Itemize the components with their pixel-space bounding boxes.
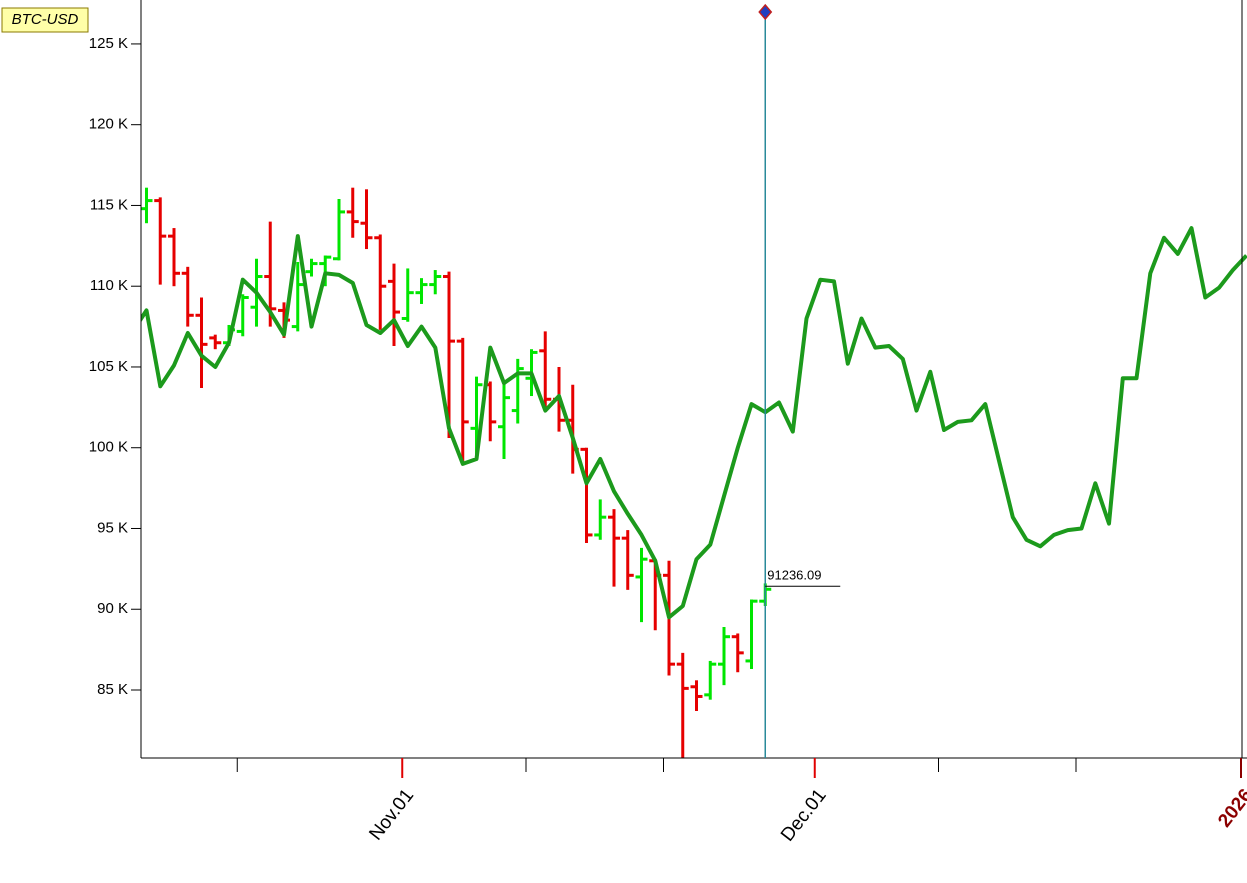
- ohlc-bar: [291, 261, 304, 332]
- close-value-label: 91236.09: [767, 568, 821, 583]
- ohlc-bar: [154, 197, 167, 285]
- ohlc-bar: [195, 297, 208, 388]
- ohlc-bar: [580, 447, 593, 544]
- ohlc-bar: [690, 680, 703, 711]
- y-tick-label: 105 K: [89, 358, 128, 375]
- x-tick-label: 2026: [1214, 785, 1247, 831]
- ohlc-bar: [333, 198, 345, 261]
- ohlc-bar: [360, 189, 373, 250]
- ohlc-bar: [704, 660, 717, 700]
- ohlc-bar: [608, 509, 620, 587]
- ohlc-bar: [498, 383, 510, 460]
- ohlc-bar: [621, 530, 634, 590]
- ohlc-bar: [731, 633, 744, 673]
- ohlc-bar: [443, 271, 455, 439]
- ohlc-bar: [168, 228, 180, 287]
- ohlc-bar: [236, 294, 249, 337]
- symbol-label: BTC-USD: [12, 11, 79, 28]
- ohlc-bar: [429, 270, 442, 295]
- ohlc-bar: [388, 263, 400, 346]
- ohlc-bar: [181, 266, 194, 327]
- line-series: [141, 226, 1247, 620]
- ohlc-bar: [209, 334, 222, 350]
- ohlc-bar: [635, 547, 648, 623]
- ohlc-bar: [415, 278, 428, 304]
- ohlc-bar: [401, 268, 414, 322]
- plot-area: [141, 187, 1247, 758]
- x-tick-label: Nov.01: [365, 785, 418, 844]
- y-tick-label: 95 K: [97, 519, 128, 536]
- ohlc-bar: [511, 358, 524, 424]
- y-tick-label: 120 K: [89, 116, 128, 133]
- ohlc-bar: [374, 234, 387, 330]
- ohlc-bar: [745, 599, 758, 670]
- ohlc-bar: [346, 187, 359, 238]
- y-tick-label: 115 K: [90, 196, 128, 213]
- cursor-handle: [758, 3, 773, 21]
- y-tick-label: 110 K: [90, 277, 128, 294]
- ohlc-bar: [676, 652, 689, 758]
- y-tick-label: 90 K: [97, 600, 128, 617]
- ohlc-bar: [319, 255, 332, 287]
- ohlc-bar: [456, 337, 469, 466]
- y-tick-label: 125 K: [89, 35, 128, 52]
- ohlc-bar: [594, 499, 607, 540]
- y-tick-label: 100 K: [89, 439, 128, 456]
- x-tick-label: Dec.01: [777, 785, 831, 845]
- y-tick-label: 85 K: [97, 681, 128, 698]
- ohlc-bar: [539, 331, 552, 411]
- symbol-tag: [1, 7, 89, 33]
- ohlc-bar: [141, 187, 153, 224]
- ohlc-bar: [718, 627, 730, 686]
- ohlc-bar: [305, 258, 318, 277]
